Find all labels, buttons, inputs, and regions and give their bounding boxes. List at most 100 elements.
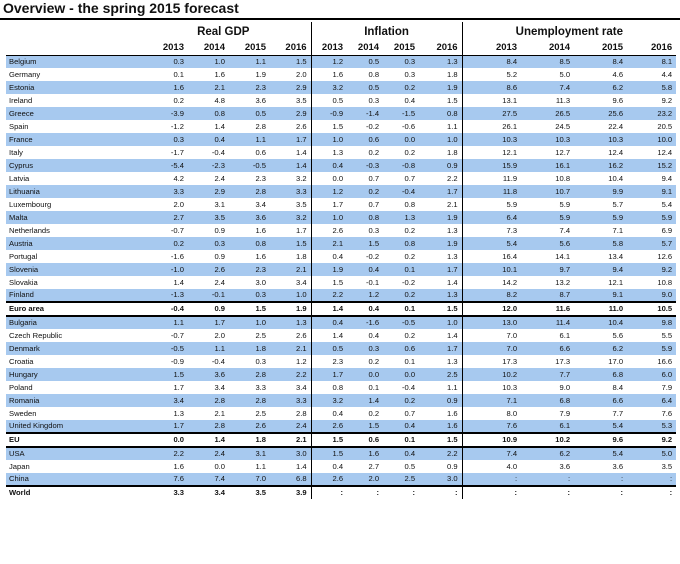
year-header: 2013 bbox=[310, 42, 348, 56]
unemployment-value: 14.2 bbox=[461, 276, 522, 289]
year-header: 2014 bbox=[188, 42, 229, 56]
gdp-value: -0.7 bbox=[170, 330, 184, 340]
unemployment-value: 8.5 bbox=[521, 55, 575, 68]
year-header: 2014 bbox=[347, 42, 384, 56]
inflation-value: 0.4 bbox=[310, 460, 348, 473]
inflation-value: 0.2 bbox=[383, 81, 420, 94]
unemployment-value: 9.2 bbox=[661, 95, 673, 105]
country-name: Czech Republic bbox=[9, 330, 63, 340]
corner-cell bbox=[6, 22, 136, 42]
unemployment-value: 16.1 bbox=[521, 159, 575, 172]
unemployment-value: 8.6 bbox=[461, 81, 522, 94]
group-header-real-gdp: Real GDP bbox=[197, 26, 250, 38]
gdp-value: 3.0 bbox=[255, 277, 266, 287]
unemployment-value: 5.9 bbox=[521, 211, 575, 224]
inflation-value: 1.3 bbox=[310, 146, 348, 159]
table-row: Germany 0.1 1.6 1.9 2.0 1.6 0.8 0.3 1.8 5.2 5.0 4.6… bbox=[6, 68, 676, 81]
gdp-value: 0.3 bbox=[255, 356, 266, 366]
inflation-value: 3.2 bbox=[310, 394, 348, 407]
unemployment-value: 22.4 bbox=[608, 121, 624, 131]
table-row: Luxembourg 2.0 3.1 3.4 3.5 1.7 0.7 0.8 2.1 5.9 5.9… bbox=[6, 198, 676, 211]
unemployment-value: : bbox=[627, 473, 677, 486]
inflation-value: 1.4 bbox=[447, 330, 458, 340]
unemployment-value: : bbox=[574, 485, 628, 499]
unemployment-value: : bbox=[521, 485, 575, 499]
gdp-value: 3.4 bbox=[188, 485, 229, 499]
unemployment-value: 8.1 bbox=[627, 55, 677, 68]
table-row: Lithuania 3.3 2.9 2.8 3.3 1.2 0.2 -0.4 1.7 11.8 10… bbox=[6, 185, 677, 198]
gdp-value: 2.8 bbox=[188, 394, 229, 407]
country-name: Finland bbox=[6, 289, 136, 302]
unemployment-value: 7.9 bbox=[661, 382, 673, 392]
inflation-value: 0.8 bbox=[368, 69, 380, 79]
unemployment-value: 7.1 bbox=[612, 225, 624, 235]
year-header: 2016 bbox=[270, 42, 312, 56]
country-name: Ireland bbox=[9, 95, 33, 105]
inflation-value: 1.5 bbox=[347, 237, 384, 250]
inflation-value: 1.9 bbox=[419, 211, 463, 224]
inflation-value: 0.2 bbox=[404, 251, 416, 261]
country-name: Sweden bbox=[9, 408, 37, 418]
gdp-value: 0.3 bbox=[136, 133, 188, 146]
inflation-value: 0.5 bbox=[347, 55, 384, 68]
inflation-value: 0.0 bbox=[383, 368, 420, 381]
country-name: USA bbox=[6, 446, 136, 460]
table-row: China 7.6 7.4 7.0 6.8 2.6 2.0 2.5 3.0:::: bbox=[6, 473, 677, 486]
unemployment-value: 11.9 bbox=[461, 172, 522, 185]
gdp-value: 2.8 bbox=[229, 185, 270, 198]
inflation-value: 0.3 bbox=[383, 55, 420, 68]
gdp-value: -1.3 bbox=[136, 289, 188, 302]
gdp-value: 0.4 bbox=[188, 133, 229, 146]
unemployment-value: 5.8 bbox=[627, 81, 677, 94]
table-row: Estonia 1.6 2.1 2.3 2.9 3.2 0.5 0.2 1.9 8.6 7.4 6.2… bbox=[6, 81, 677, 94]
gdp-value: 3.4 bbox=[295, 277, 307, 287]
unemployment-value: 7.7 bbox=[612, 408, 624, 418]
table-row: Malta 2.7 3.5 3.6 3.2 1.0 0.8 1.3 1.9 6.4 5.9 5.9 5.… bbox=[6, 211, 677, 224]
year-header: 2015 bbox=[229, 42, 270, 56]
inflation-value: 1.1 bbox=[447, 121, 458, 131]
inflation-value: 0.8 bbox=[347, 211, 384, 224]
unemployment-value: 5.7 bbox=[627, 237, 677, 250]
unemployment-value: 8.0 bbox=[461, 407, 522, 420]
unemployment-value: 5.4 bbox=[574, 446, 628, 460]
gdp-value: 2.8 bbox=[229, 394, 270, 407]
unemployment-value: 12.4 bbox=[608, 147, 624, 157]
gdp-value: 0.3 bbox=[229, 289, 270, 302]
inflation-value: 1.3 bbox=[447, 356, 458, 366]
inflation-value: 0.3 bbox=[404, 69, 416, 79]
year-header: 2013 bbox=[136, 42, 188, 56]
country-name: Lithuania bbox=[6, 185, 136, 198]
unemployment-value: 9.9 bbox=[574, 185, 628, 198]
unemployment-value: 5.9 bbox=[559, 199, 571, 209]
gdp-value: 1.5 bbox=[136, 368, 188, 381]
unemployment-value: 3.6 bbox=[559, 461, 571, 471]
gdp-value: 2.4 bbox=[214, 173, 225, 183]
inflation-value: 0.4 bbox=[310, 159, 348, 172]
table-row: Spain -1.2 1.4 2.8 2.6 1.5 -0.2 -0.6 1.1 26.1 24.5… bbox=[6, 120, 676, 133]
country-name: Denmark bbox=[6, 342, 136, 355]
unemployment-value: 5.4 bbox=[461, 237, 522, 250]
gdp-value: 1.7 bbox=[270, 133, 312, 146]
unemployment-value: 16.2 bbox=[574, 159, 628, 172]
gdp-value: 2.4 bbox=[188, 446, 229, 460]
gdp-value: 2.5 bbox=[255, 408, 266, 418]
country-name: Germany bbox=[9, 69, 41, 79]
unemployment-value: 8.4 bbox=[574, 55, 628, 68]
table-row: Cyprus -5.4 -2.3 -0.5 1.4 0.4 -0.3 -0.8 0.9 15.9 1… bbox=[6, 159, 677, 172]
gdp-value: 3.5 bbox=[295, 95, 307, 105]
gdp-value: 0.2 bbox=[136, 237, 188, 250]
unemployment-value: 8.7 bbox=[521, 289, 575, 302]
gdp-value: 2.3 bbox=[229, 81, 270, 94]
unemployment-value: 10.4 bbox=[574, 315, 628, 329]
gdp-value: 1.4 bbox=[188, 432, 229, 447]
gdp-value: 2.8 bbox=[255, 121, 266, 131]
unemployment-value: 7.4 bbox=[559, 225, 571, 235]
gdp-value: 1.9 bbox=[270, 301, 312, 316]
gdp-value: -0.4 bbox=[211, 356, 225, 366]
inflation-value: 0.5 bbox=[347, 81, 384, 94]
gdp-value: 0.9 bbox=[214, 251, 225, 261]
group-header-unemployment-rate: Unemployment rate bbox=[461, 22, 677, 42]
country-name: Cyprus bbox=[6, 159, 136, 172]
gdp-value: 1.7 bbox=[295, 225, 307, 235]
unemployment-value: 6.2 bbox=[521, 446, 575, 460]
